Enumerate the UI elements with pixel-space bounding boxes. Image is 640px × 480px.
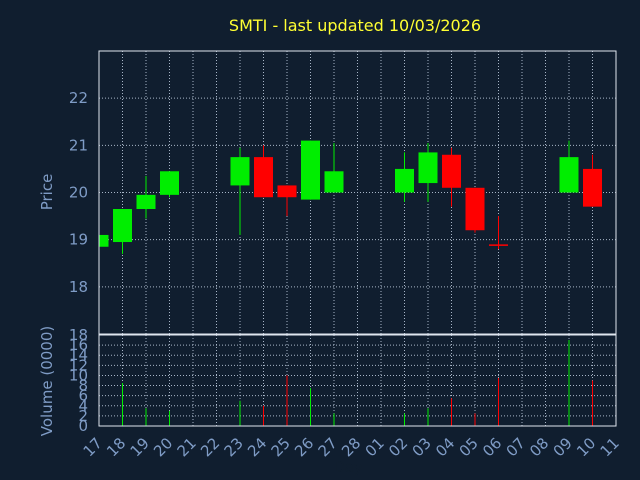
volume-tick-label: 12 [69,356,88,374]
candle-body [442,154,461,188]
candle-body [99,234,109,247]
price-axis-title: Price [38,174,56,211]
candle-body [583,168,602,207]
price-tick-label: 22 [69,89,88,107]
price-plot-frame [98,50,617,335]
volume-tick-label: 16 [69,336,88,354]
candle-body [230,157,250,186]
volume-tick-label: 10 [69,366,88,384]
volume-tick-label: 8 [78,377,88,395]
price-tick-label: 21 [69,136,88,154]
volume-tick-label: 4 [78,397,88,415]
plot-frames [98,50,617,427]
candle-body [277,185,297,198]
price-tick-label: 18 [69,278,88,296]
candle-body [254,157,273,198]
price-tick-label: 20 [69,184,88,202]
candle-body [160,171,179,195]
candle-body [465,187,485,231]
candle-body [324,171,344,193]
volume-tick-label: 18 [69,326,88,344]
volume-axis-title: Volume (0000) [38,326,56,436]
price-tick-label: 19 [69,231,88,249]
candle-body [489,244,508,246]
volume-bars [98,340,593,426]
candlesticks [98,140,602,254]
chart-title: SMTI - last updated 10/03/2026 [229,16,481,35]
volume-plot-frame [98,334,617,427]
volume-tick-label: 2 [78,407,88,425]
candle-body [113,209,132,243]
candle-body [136,194,156,210]
candle-body [301,140,320,200]
volume-tick-label: 14 [69,346,88,364]
candle-body [395,168,414,193]
x-axis-title: Day [333,458,363,476]
candle-body [559,157,579,193]
volume-tick-label: 0 [78,417,88,435]
candle-body [418,152,438,184]
volume-tick-label: 6 [78,387,88,405]
